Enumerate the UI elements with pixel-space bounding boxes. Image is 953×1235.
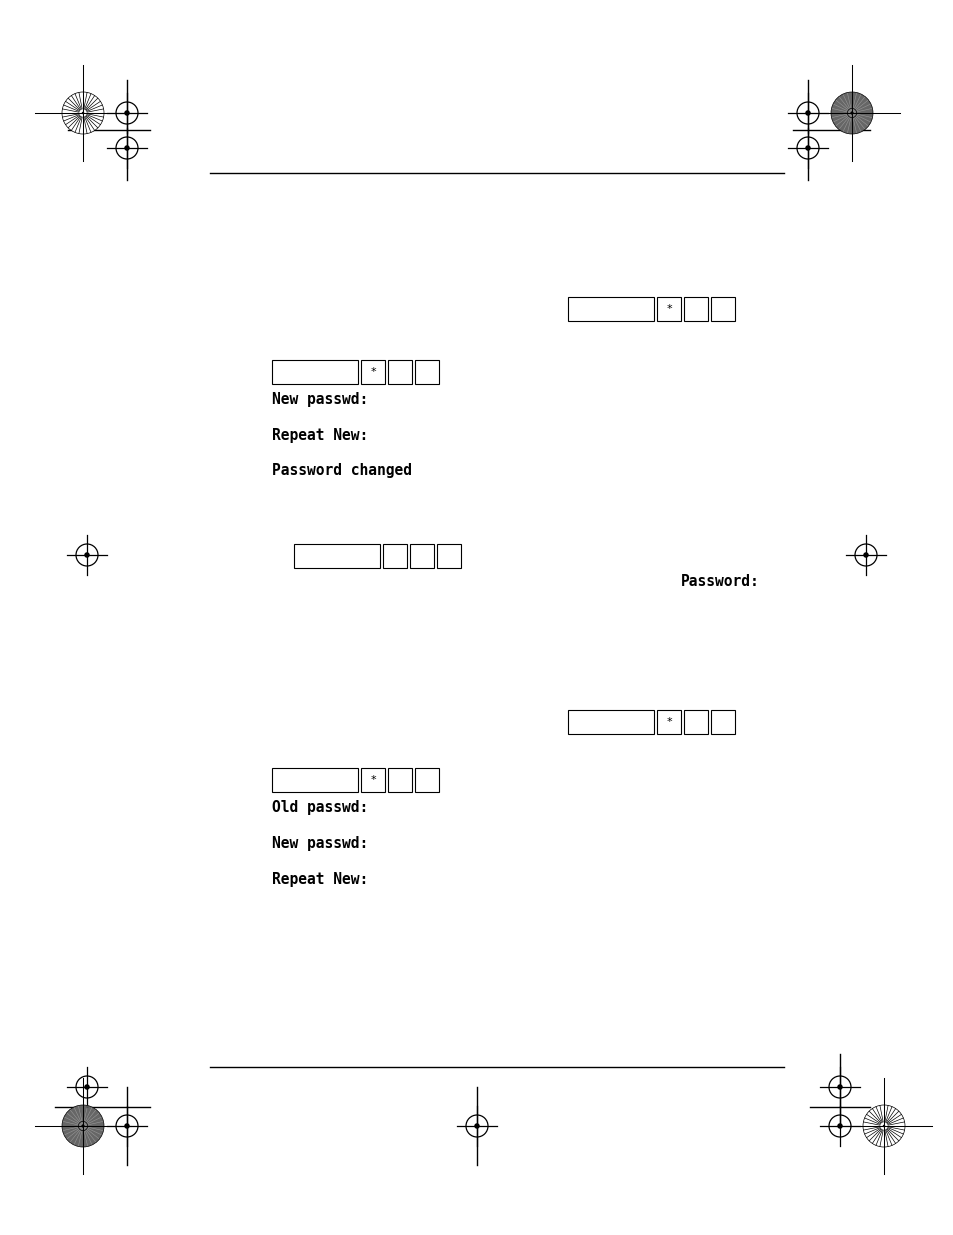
- Circle shape: [62, 1105, 104, 1147]
- Circle shape: [882, 1125, 884, 1128]
- Bar: [415, 359, 438, 384]
- Text: *: *: [370, 367, 375, 377]
- Circle shape: [837, 1084, 841, 1089]
- Bar: [272, 768, 357, 792]
- Circle shape: [79, 109, 87, 117]
- Bar: [415, 768, 438, 792]
- Bar: [567, 296, 654, 321]
- Bar: [410, 543, 434, 568]
- Text: *: *: [665, 304, 671, 314]
- Text: Password:: Password:: [680, 574, 759, 589]
- Circle shape: [124, 1124, 130, 1129]
- Text: Password changed: Password changed: [272, 463, 412, 478]
- Circle shape: [880, 1123, 887, 1130]
- Bar: [657, 710, 680, 734]
- Bar: [657, 296, 680, 321]
- Text: New passwd:: New passwd:: [272, 391, 368, 408]
- Circle shape: [862, 1105, 904, 1147]
- Bar: [360, 359, 385, 384]
- Text: Old passwd:: Old passwd:: [272, 800, 368, 815]
- Bar: [388, 359, 412, 384]
- Circle shape: [837, 1124, 841, 1129]
- Bar: [382, 543, 407, 568]
- Bar: [683, 710, 707, 734]
- Bar: [436, 543, 460, 568]
- Text: *: *: [370, 776, 375, 785]
- Bar: [272, 359, 357, 384]
- Text: *: *: [665, 718, 671, 727]
- Text: Repeat New:: Repeat New:: [272, 872, 368, 887]
- Circle shape: [84, 1084, 90, 1089]
- Bar: [294, 543, 379, 568]
- Circle shape: [124, 146, 130, 151]
- Circle shape: [862, 552, 868, 558]
- Text: New passwd:: New passwd:: [272, 836, 368, 851]
- Circle shape: [62, 91, 104, 135]
- Circle shape: [84, 552, 90, 558]
- Circle shape: [804, 110, 810, 116]
- Circle shape: [474, 1124, 479, 1129]
- Circle shape: [830, 91, 872, 135]
- Circle shape: [81, 1124, 85, 1128]
- Bar: [710, 296, 734, 321]
- Bar: [567, 710, 654, 734]
- Text: Repeat New:: Repeat New:: [272, 429, 368, 443]
- Circle shape: [804, 146, 810, 151]
- Circle shape: [82, 111, 84, 115]
- Bar: [360, 768, 385, 792]
- Bar: [683, 296, 707, 321]
- Circle shape: [849, 111, 853, 115]
- Bar: [388, 768, 412, 792]
- Circle shape: [124, 110, 130, 116]
- Bar: [710, 710, 734, 734]
